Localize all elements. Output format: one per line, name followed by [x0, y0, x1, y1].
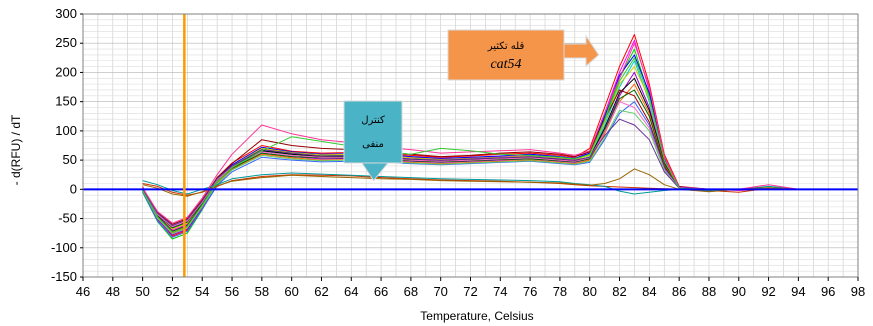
- x-tick-label: 80: [582, 284, 596, 299]
- x-tick-label: 74: [493, 284, 507, 299]
- peak-callout-gene: cat54: [490, 57, 521, 72]
- reference-lines: [83, 14, 858, 277]
- x-tick-label: 92: [761, 284, 775, 299]
- x-tick-label: 54: [195, 284, 209, 299]
- x-tick-label: 62: [314, 284, 328, 299]
- x-tick-label: 88: [702, 284, 716, 299]
- y-tick-label: 200: [55, 64, 77, 79]
- x-tick-label: 66: [374, 284, 388, 299]
- x-tick-label: 56: [225, 284, 239, 299]
- y-tick-labels: -150 -100 -50 0 50 100 150 200 250 300: [51, 6, 83, 284]
- x-tick-labels: 46 48 50 52 54 56 58 60 62 64 66 68 70 72 74 76 78 80 82 84…: [76, 277, 865, 299]
- series-line: [142, 42, 799, 224]
- x-tick-label: 82: [612, 284, 626, 299]
- y-tick-label: 100: [55, 123, 77, 138]
- x-tick-label: 46: [76, 284, 90, 299]
- x-tick-label: 68: [404, 284, 418, 299]
- series-line: [142, 118, 799, 227]
- x-tick-label: 58: [255, 284, 269, 299]
- x-tick-label: 52: [165, 284, 179, 299]
- x-tick-label: 90: [732, 284, 746, 299]
- x-tick-label: 96: [821, 284, 835, 299]
- series-line: [142, 57, 799, 233]
- annotations: قله تکثیر cat54 کنترل منفی: [343, 29, 600, 182]
- x-tick-label: 94: [791, 284, 805, 299]
- negative-control-box: [343, 100, 403, 164]
- x-tick-label: 86: [672, 284, 686, 299]
- x-tick-label: 78: [553, 284, 567, 299]
- negative-control-text: منفی: [362, 139, 384, 150]
- peak-callout-text: قله تکثیر: [487, 41, 525, 52]
- y-tick-label: 0: [70, 181, 77, 196]
- series-line: [142, 101, 799, 228]
- x-tick-label: 72: [463, 284, 477, 299]
- series-line: [142, 168, 799, 197]
- peak-callout-arrow: [563, 34, 600, 68]
- series-line: [142, 89, 799, 225]
- x-tick-label: 64: [344, 284, 358, 299]
- series-lines: [142, 34, 799, 240]
- y-tick-label: -50: [58, 211, 77, 226]
- x-tick-label: 50: [135, 284, 149, 299]
- y-tick-label: -150: [51, 269, 77, 284]
- y-tick-label: -100: [51, 240, 77, 255]
- negative-control-text: کنترل: [361, 115, 385, 126]
- x-tick-label: 98: [851, 284, 865, 299]
- y-tick-label: 150: [55, 94, 77, 109]
- y-axis-label: - d(RFU) / dT: [9, 114, 23, 185]
- x-tick-label: 70: [433, 284, 447, 299]
- x-tick-label: 84: [642, 284, 656, 299]
- x-tick-label: 48: [106, 284, 120, 299]
- x-axis-label: Temperature, Celsius: [420, 309, 533, 323]
- y-tick-label: 250: [55, 35, 77, 50]
- x-tick-label: 60: [284, 284, 298, 299]
- peak-callout-box: [447, 29, 565, 81]
- y-tick-label: 300: [55, 6, 77, 21]
- x-tick-label: 76: [523, 284, 537, 299]
- y-tick-label: 50: [63, 152, 77, 167]
